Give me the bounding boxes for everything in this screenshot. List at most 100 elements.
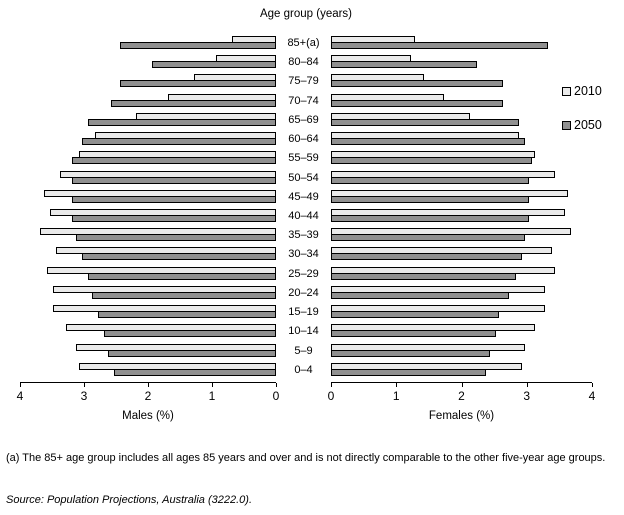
age-group-label: 75–79 [288,75,319,88]
axis-tick [396,383,398,387]
females-bar-group [331,362,592,376]
bar-females-2050 [331,61,477,69]
source-note: Source: Population Projections, Australi… [6,494,253,506]
bar-females-2050 [331,368,487,376]
pyramid-row: 10–14 [20,324,592,343]
age-group-label: 40–44 [288,209,319,222]
bar-females-2050 [331,42,549,49]
males-bar-group [20,132,276,146]
bar-males-2050 [114,368,276,376]
females-bar-group [331,285,592,299]
males-bar-group [20,228,276,242]
age-group-label: 20–24 [288,286,319,299]
axis-tick-label: 4 [16,389,24,403]
axis-tick [331,383,332,387]
pyramid-row: 35–39 [20,228,592,247]
age-group-label: 5–9 [294,344,313,357]
pyramid-row: 15–19 [20,305,592,324]
pyramid-row: 75–79 [20,74,592,93]
axis-tick [276,383,277,387]
age-group-label: 85+(a) [287,37,320,49]
bar-females-2050 [331,99,503,107]
age-group-label: 0–4 [294,363,313,376]
pyramid-row: 5–9 [20,343,592,363]
axis-tick [20,383,21,387]
age-group-label: 50–54 [288,171,319,184]
bar-females-2050 [331,272,516,280]
females-bar-group [331,151,592,165]
males-bar-group [20,208,276,222]
bar-males-2050 [82,138,276,146]
axis-tick-label: 1 [208,389,216,403]
bar-females-2050 [331,157,532,165]
bar-males-2050 [88,118,276,126]
bar-females-2050 [331,118,519,126]
females-bar-group [331,55,592,69]
chart-title: Age group (years) [259,8,353,20]
axis-tick-label: 0 [272,389,280,403]
males-bar-group [20,362,276,376]
pyramid-row: 40–44 [20,208,592,228]
females-bar-group [331,305,592,319]
bar-males-2050 [72,157,276,165]
males-bar-group [20,305,276,319]
axis-tick-label: 3 [523,389,531,403]
bar-males-2050 [98,311,276,319]
females-axis: 0 1 2 3 4 [328,382,595,403]
bar-males-2050 [110,99,276,107]
pyramid-row: 45–49 [20,189,592,209]
pyramid-row: 0–4 [20,362,592,382]
axis-tick-label: 2 [458,389,465,403]
legend-2050-swatch [562,120,571,130]
bar-females-2050 [331,80,503,88]
legend-2050-label: 2050 [574,118,602,132]
pyramid-row: 25–29 [20,266,592,286]
axis-tick [592,383,593,387]
axis-tick-label: 2 [144,389,152,403]
females-bar-group [331,132,592,146]
males-bar-group [20,324,276,338]
males-bar-group [20,247,276,261]
bar-females-2050 [331,195,529,203]
females-bar-group [331,247,592,261]
axis-tick-label: 0 [327,389,335,403]
females-bar-group [331,112,592,126]
males-bar-group [20,55,276,69]
age-group-label: 35–39 [288,229,319,242]
legend-2010-swatch [562,86,571,96]
axis-tick-label: 1 [392,389,400,403]
bar-males-2050 [88,272,276,280]
bar-males-2050 [104,330,276,338]
bar-females-2050 [331,291,510,299]
males-bar-group [20,266,276,280]
age-group-label: 15–19 [288,306,319,319]
bar-females-2050 [331,349,490,357]
bar-males-2050 [75,234,276,242]
males-bar-group [20,36,276,49]
age-group-label: 30–34 [288,248,319,261]
bar-males-2050 [107,349,276,357]
age-group-label: 80–84 [288,56,319,69]
bar-females-2050 [331,234,526,242]
males-bar-group [20,93,276,107]
females-bar-group [331,324,592,338]
bar-males-2050 [72,176,276,184]
males-bar-group [20,285,276,299]
age-group-label: 65–69 [288,113,319,126]
axis-tick-label: 3 [80,389,88,403]
age-group-label: 60–64 [288,133,319,146]
bar-males-2050 [120,42,276,49]
age-group-label: 55–59 [288,152,319,165]
bar-females-2050 [331,214,529,222]
pyramid-row: 65–69 [20,112,592,132]
legend-entry-2050: 2050 [562,118,602,132]
males-bar-group [20,170,276,184]
bar-females-2050 [331,176,529,184]
axis-tick [212,383,213,387]
females-bar-group [331,170,592,184]
males-bar-group [20,112,276,126]
bar-females-2050 [331,311,500,319]
legend-entry-2010: 2010 [562,84,602,98]
females-bar-group [331,189,592,203]
bar-males-2050 [152,61,276,69]
